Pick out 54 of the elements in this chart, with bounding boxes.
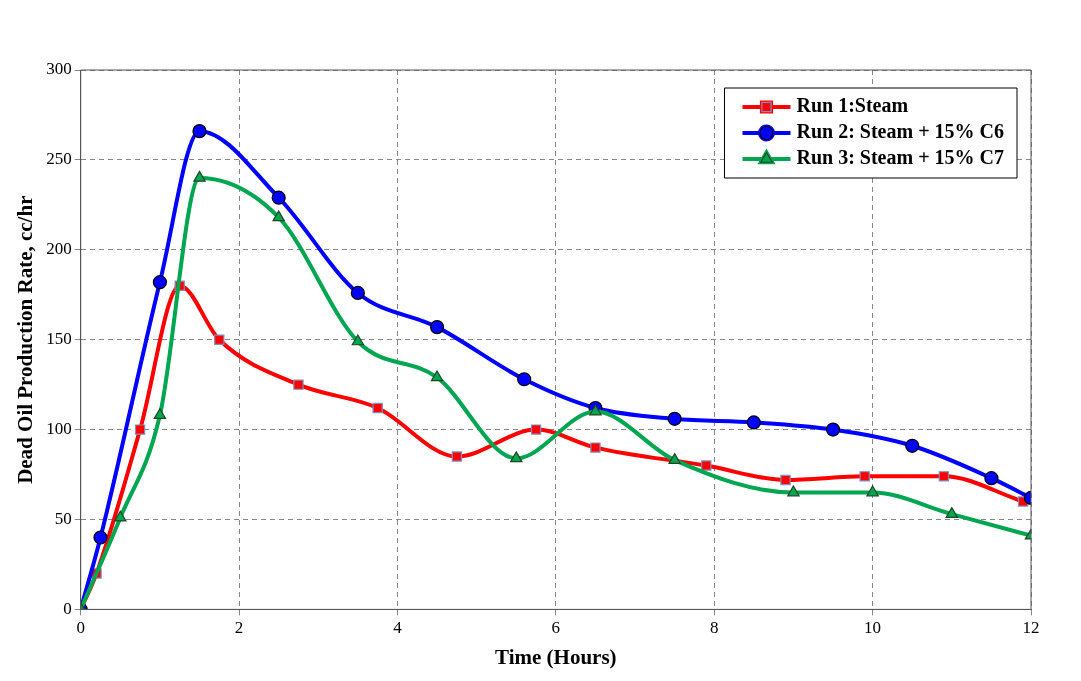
x-tick-label: 6: [551, 618, 561, 638]
y-tick-label: 0: [63, 598, 72, 618]
point: [780, 474, 791, 486]
point: [134, 424, 146, 435]
point: [746, 415, 761, 430]
point: [859, 471, 870, 482]
point: [589, 404, 602, 416]
point: [351, 334, 365, 346]
point: [938, 471, 950, 482]
x-tick-label: 8: [709, 618, 719, 638]
point: [214, 334, 225, 345]
y-tick-label: 100: [46, 419, 72, 439]
point: [517, 372, 532, 387]
legend-label: Run 1:Steam: [796, 94, 909, 117]
point: [114, 510, 127, 522]
point: [984, 471, 999, 486]
point: [905, 438, 920, 453]
y-tick-label: 150: [46, 329, 72, 349]
point: [429, 320, 445, 335]
point: [350, 285, 365, 301]
legend-label: Run 3: Steam + 15% C7: [796, 146, 1005, 169]
point: [667, 411, 682, 426]
point: [192, 124, 207, 139]
x-tick-label: 10: [864, 618, 882, 638]
y-tick-label: 250: [46, 149, 72, 169]
point: [530, 424, 542, 435]
point: [590, 442, 601, 453]
point: [272, 210, 285, 222]
x-tick-label: 4: [393, 618, 403, 638]
x-tick-label: 12: [1022, 618, 1040, 638]
y-tick-label: 50: [54, 508, 72, 528]
x-tick-label: 0: [76, 618, 85, 638]
y-tick-label: 300: [46, 59, 72, 79]
point: [153, 408, 167, 420]
legend-label: Run 2: Steam + 15% C6: [796, 120, 1005, 143]
point: [293, 379, 304, 390]
point: [866, 485, 879, 497]
x-tick-label: 2: [234, 618, 244, 638]
point: [787, 485, 800, 497]
point: [825, 422, 841, 437]
point: [193, 170, 206, 182]
point: [451, 451, 463, 462]
point: [93, 530, 108, 545]
y-tick-label: 200: [46, 239, 72, 259]
point: [701, 460, 712, 471]
point: [372, 402, 383, 414]
point: [668, 453, 681, 465]
point: [510, 451, 523, 463]
y-axis-title: Dead Oil Production Rate, cc/hr: [13, 195, 38, 484]
x-axis-title: Time (Hours): [495, 644, 617, 669]
point: [271, 190, 286, 205]
point: [945, 507, 959, 518]
point: [430, 370, 444, 382]
point: [152, 275, 167, 290]
